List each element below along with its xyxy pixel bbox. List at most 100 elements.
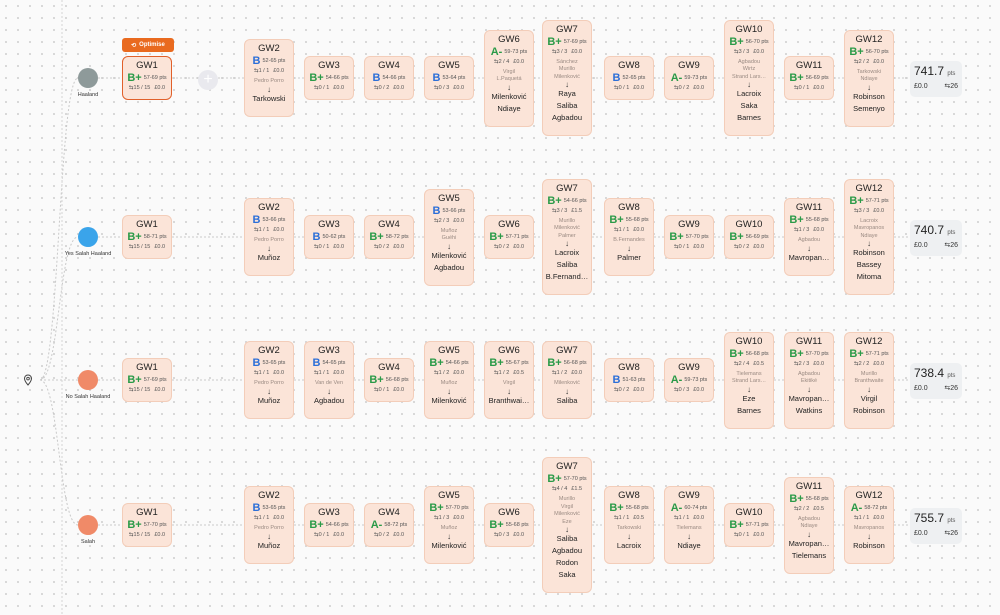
grade-line: B+ 57-69 pts	[124, 72, 170, 84]
gameweek-card[interactable]: GW5 B 53-66 pts ⇆2 / 3 £0.0 Muñoz Guéhi ↓ Milenk…	[424, 188, 474, 286]
gameweek-card[interactable]: GW7 B+ 56-68 pts ⇆1 / 2 £0.0 Milenković ↓ Salib…	[542, 341, 592, 419]
player-out: Sánchez	[556, 58, 578, 65]
player-in: Lacroix	[616, 540, 642, 550]
transfer-stats: ⇆15 / 15 £0.0	[124, 243, 170, 252]
gameweek-card[interactable]: GW12 B+ 57-71 pts ⇆2 / 2 £0.0 Murillo Branthwa…	[844, 331, 894, 429]
bank-value: £0.0	[873, 360, 885, 367]
gameweek-card[interactable]: GW10 B+ 56-69 pts ⇆0 / 2 £0.0	[724, 215, 774, 259]
gameweek-card[interactable]: GW5 B 53-64 pts ⇆0 / 3 £0.0	[424, 56, 474, 100]
arrow-down-icon: ↓	[807, 384, 811, 394]
optimise-label: Optimise	[139, 42, 165, 48]
optimise-button[interactable]: ⟲ Optimise	[122, 38, 174, 52]
gameweek-card[interactable]: GW11 B+ 55-68 pts ⇆1 / 3 £0.0 Agbadou ↓ Mavropa…	[784, 198, 834, 276]
gameweek-card[interactable]: GW6 B+ 55-68 pts ⇆0 / 3 £0.0	[484, 503, 534, 547]
total-row: £0.0 ⇆26	[914, 81, 958, 92]
transfers-out: Pedro Porro	[246, 237, 292, 245]
bank-value: £0.0	[571, 48, 583, 55]
branch-node[interactable]	[78, 68, 98, 88]
player-out: Eze	[562, 518, 572, 525]
gameweek-card[interactable]: GW12 A- 58-72 pts ⇆1 / 1 £0.0 Mavropanos ↓ Robi…	[844, 486, 894, 564]
gameweek-card[interactable]: GW5 B+ 54-66 pts ⇆1 / 2 £0.0 Muñoz ↓ Milenković	[424, 341, 474, 419]
gameweek-card[interactable]: GW9 A- 59-73 pts ⇆0 / 2 £0.0	[664, 56, 714, 100]
gameweek-card[interactable]: GW12 B+ 56-70 pts ⇆2 / 2 £0.0 Tarkowski Ndiaye…	[844, 29, 894, 127]
gameweek-title: GW1	[136, 362, 158, 373]
grade-line: B+ 55-68 pts	[486, 519, 532, 531]
gameweek-card[interactable]: GW2 B 52-65 pts ⇆1 / 1 £0.0 Pedro Porro ↓ Tarko…	[244, 39, 294, 117]
transfer-stats: ⇆2 / 2 £0.0	[846, 360, 892, 369]
total-points: 741.7 pts	[914, 64, 958, 81]
gameweek-card[interactable]: GW7 B+ 54-66 pts ⇆3 / 3 £1.5 Murillo Milenkovi…	[542, 178, 592, 296]
grade-badge: B+	[429, 502, 444, 515]
gameweek-card[interactable]: GW4 A- 58-72 pts ⇆0 / 2 £0.0	[364, 503, 414, 547]
points-range: 59-73 pts	[504, 48, 528, 55]
gameweek-card[interactable]: GW3 B+ 54-66 pts ⇆0 / 1 £0.0	[304, 56, 354, 100]
branch-label: No Salah Haaland	[65, 394, 111, 400]
gameweek-card[interactable]: GW10 B+ 57-71 pts ⇆0 / 1 £0.0	[724, 503, 774, 547]
points-range: 59-73 pts	[684, 75, 708, 81]
grade-line: A- 59-73 pts	[486, 46, 532, 58]
free-transfers: ⇆0 / 1	[793, 85, 810, 91]
bank-value: £0.0	[393, 532, 405, 538]
gameweek-title: GW10	[735, 335, 763, 347]
gameweek-card[interactable]: GW4 B+ 56-68 pts ⇆0 / 1 £0.0	[364, 358, 414, 402]
player-in: Ndiaye	[497, 103, 521, 113]
gameweek-card[interactable]: GW11 B+ 56-69 pts ⇆0 / 1 £0.0	[784, 56, 834, 100]
transfers-out: Muñoz	[426, 525, 472, 533]
gameweek-card[interactable]: GW6 B+ 57-71 pts ⇆0 / 2 £0.0	[484, 215, 534, 259]
gameweek-card[interactable]: GW11 B+ 55-68 pts ⇆2 / 2 £0.5 Agbadou Ndiaye ↓ M…	[784, 476, 834, 574]
gameweek-card[interactable]: GW8 B+ 55-68 pts ⇆1 / 1 £0.5 Tarkowski ↓ Lacroi…	[604, 486, 654, 564]
transfers-in: Lacroix Saka Barnes	[726, 88, 772, 124]
gameweek-card[interactable]: GW11 B+ 57-70 pts ⇆2 / 3 £0.0 Agbadou Ekitiké ↓…	[784, 331, 834, 429]
free-transfers: ⇆4 / 4	[551, 486, 568, 492]
gameweek-card[interactable]: GW8 B+ 55-68 pts ⇆1 / 1 £0.0 B.Fernandes ↓ Palm…	[604, 198, 654, 276]
gameweek-card[interactable]: GW3 B+ 54-66 pts ⇆0 / 1 £0.0	[304, 503, 354, 547]
gameweek-card[interactable]: GW3 B 50-62 pts ⇆0 / 1 £0.0	[304, 215, 354, 259]
gameweek-card[interactable]: GW1 B+ 57-69 pts ⇆15 / 15 £0.0	[122, 358, 172, 402]
gameweek-card[interactable]: GW8 B 51-63 pts ⇆0 / 2 £0.0	[604, 358, 654, 402]
player-in: Agbadou	[551, 546, 583, 555]
gameweek-card[interactable]: GW1 B+ 58-71 pts ⇆15 / 15 £0.0	[122, 215, 172, 259]
transfers-in: Tarkowski	[246, 93, 292, 105]
free-transfers: ⇆0 / 1	[313, 244, 330, 250]
gameweek-card[interactable]: GW7 B+ 57-69 pts ⇆3 / 3 £0.0 Sánchez Murillo Mi…	[542, 19, 592, 137]
gameweek-card[interactable]: GW7 B+ 57-70 pts ⇆4 / 4 £1.5 Murillo Virgil Mil…	[542, 457, 592, 593]
gameweek-card[interactable]: GW9 A- 59-73 pts ⇆0 / 3 £0.0	[664, 358, 714, 402]
gameweek-card[interactable]: GW2 B 53-65 pts ⇆1 / 1 £0.0 Pedro Porro ↓ Muñoz	[244, 486, 294, 564]
points-range: 54-65 pts	[322, 360, 346, 367]
gameweek-card[interactable]: GW2 B 53-65 pts ⇆1 / 1 £0.0 Pedro Porro ↓ Muñoz	[244, 341, 294, 419]
add-branch-button[interactable]: +	[198, 70, 218, 90]
grade-badge: B+	[729, 231, 744, 243]
bank-value: £1.5	[571, 486, 583, 492]
branch-node[interactable]	[78, 227, 98, 247]
player-out: Virgil	[502, 68, 516, 75]
points-range: 54-66 pts	[445, 360, 469, 367]
branch-node[interactable]	[78, 370, 98, 390]
gameweek-card[interactable]: GW1 B+ 57-70 pts ⇆15 / 15 £0.0	[122, 503, 172, 547]
gameweek-card[interactable]: GW4 B 54-66 pts ⇆0 / 2 £0.0	[364, 56, 414, 100]
grade-badge: B+	[127, 72, 142, 84]
branch-node[interactable]	[78, 515, 98, 535]
gameweek-card[interactable]: GW9 B+ 57-70 pts ⇆0 / 1 £0.0	[664, 215, 714, 259]
gameweek-title: GW8	[618, 202, 640, 214]
gameweek-card[interactable]: GW3 B 54-65 pts ⇆1 / 1 £0.0 Van de Ven ↓ Agbado…	[304, 341, 354, 419]
gameweek-title: GW3	[318, 507, 340, 518]
gameweek-card[interactable]: GW12 B+ 57-71 pts ⇆3 / 3 £0.0 Lacroix Mavropan…	[844, 178, 894, 296]
gameweek-card[interactable]: GW5 B+ 57-70 pts ⇆1 / 3 £0.0 Muñoz ↓ Milenković	[424, 486, 474, 564]
player-in: Robinson	[853, 248, 885, 258]
gameweek-card[interactable]: GW10 B+ 56-70 pts ⇆3 / 3 £0.0 Agbadou Wirtz Str…	[724, 19, 774, 137]
gameweek-card[interactable]: GW1 B+ 57-69 pts ⇆15 / 15 £0.0	[122, 56, 172, 100]
gameweek-card[interactable]: GW10 B+ 56-68 pts ⇆2 / 4 £0.5 Tielemans Strand…	[724, 331, 774, 429]
gameweek-card[interactable]: GW2 B 53-66 pts ⇆1 / 1 £0.0 Pedro Porro ↓ Muñoz	[244, 198, 294, 276]
gameweek-card[interactable]: GW6 A- 59-73 pts ⇆2 / 4 £0.0 Virgil L.Paquetá ↓…	[484, 29, 534, 127]
gameweek-card[interactable]: GW6 B+ 55-67 pts ⇆1 / 2 £0.5 Virgil ↓ Branthwai…	[484, 341, 534, 419]
transfers-out: Sánchez Murillo Milenković	[544, 59, 590, 82]
location-pin-icon	[23, 374, 33, 386]
gameweek-title: GW9	[678, 490, 700, 502]
bank-value: £0.0	[813, 227, 825, 234]
gameweek-card[interactable]: GW9 A- 60-74 pts ⇆1 / 1 £0.0 Tielemans ↓ Ndiaye	[664, 486, 714, 564]
gameweek-card[interactable]: GW8 B 52-65 pts ⇆0 / 1 £0.0	[604, 56, 654, 100]
player-in: Barnes	[737, 113, 761, 123]
gameweek-card[interactable]: GW4 B+ 58-72 pts ⇆0 / 2 £0.0	[364, 215, 414, 259]
transfers-out: Tarkowski Ndiaye	[846, 69, 892, 84]
